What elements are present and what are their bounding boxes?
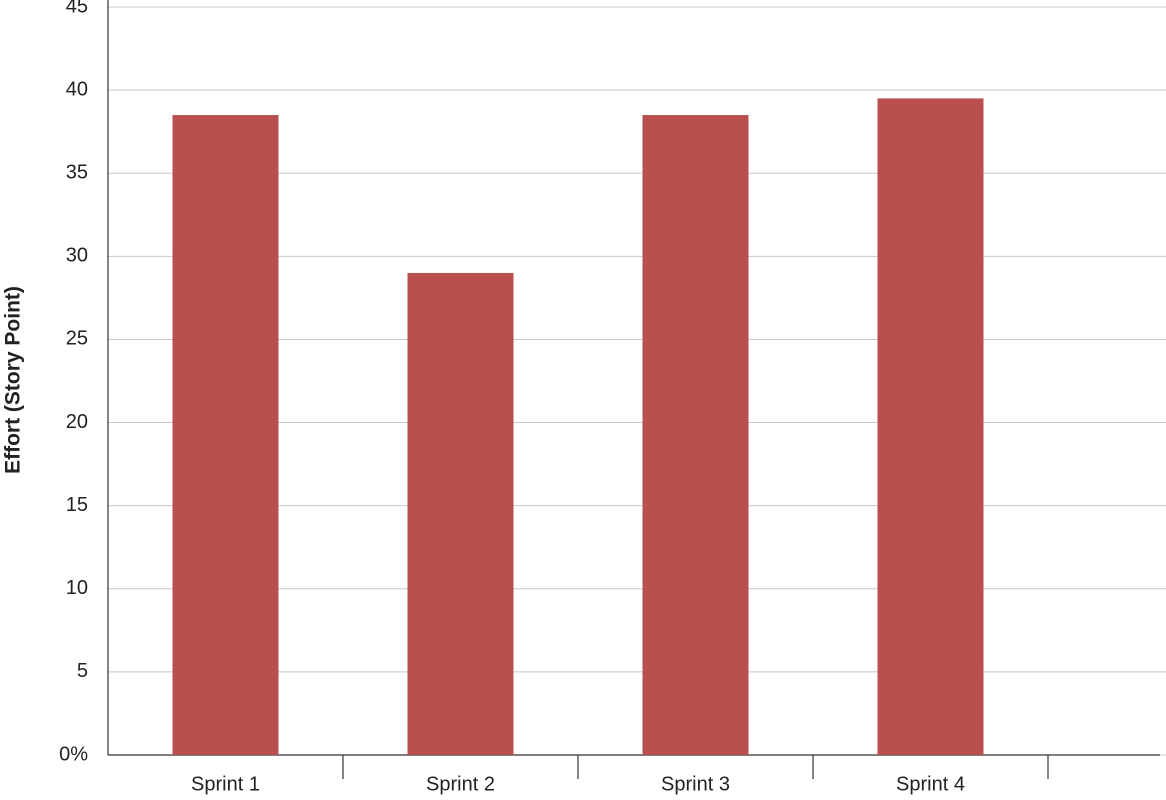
- y-tick-label: 25: [66, 328, 88, 350]
- y-tick-label: 30: [66, 245, 88, 267]
- x-tick-label: Sprint 4: [896, 773, 965, 795]
- x-tick-label: Sprint 1: [191, 773, 260, 795]
- bar: [172, 115, 279, 756]
- y-tick-label: 40: [66, 78, 88, 100]
- y-tick-label: 45: [66, 0, 88, 17]
- y-tick-label: 35: [66, 162, 88, 184]
- y-tick-label: 0%: [59, 743, 88, 765]
- x-tick-label: Sprint 2: [426, 773, 495, 795]
- bar: [407, 272, 514, 755]
- y-tick-label: 5: [77, 660, 88, 682]
- y-axis-label: Effort (Story Point): [2, 286, 25, 474]
- bar: [877, 98, 984, 755]
- bar: [642, 115, 749, 756]
- y-tick-label: 10: [66, 577, 88, 599]
- x-tick-label: Sprint 3: [661, 773, 730, 795]
- y-tick-label: 15: [66, 494, 88, 516]
- y-tick-label: 20: [66, 411, 88, 433]
